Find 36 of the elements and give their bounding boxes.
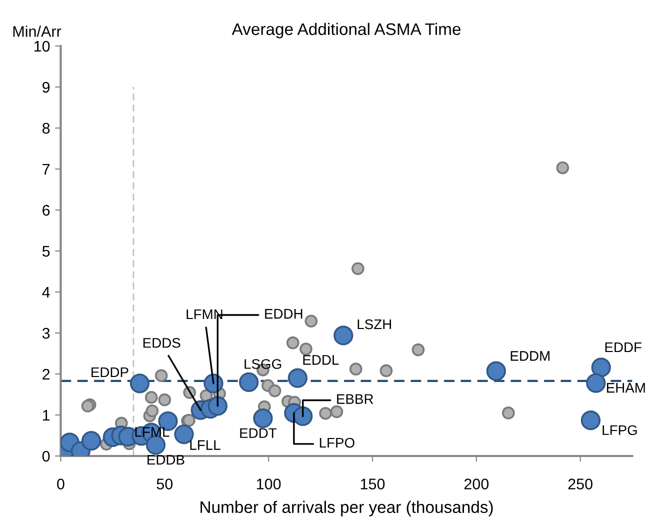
annotation: LFPO xyxy=(320,438,354,448)
annotation: LSZH xyxy=(358,319,391,330)
y-tick-label: 10 xyxy=(34,40,50,52)
annotation: LFMN xyxy=(186,309,222,320)
y-tick-label: 5 xyxy=(42,246,50,257)
y-axis-title: Min/Arr xyxy=(13,26,62,37)
annotation: EDDS xyxy=(143,338,180,348)
y-tick-label: 7 xyxy=(42,164,50,175)
x-tick-label: 100 xyxy=(256,478,281,490)
annotation: EDDT xyxy=(240,428,277,438)
annotation: EHAM xyxy=(606,383,645,393)
x-tick-label: 0 xyxy=(57,478,64,490)
x-tick-label: 250 xyxy=(568,478,592,490)
chart-title: Average Additional ASMA Time xyxy=(232,22,461,38)
y-tick-label: 6 xyxy=(42,204,50,216)
y-tick-label: 1 xyxy=(42,410,50,421)
y-tick-label: 0 xyxy=(42,450,50,462)
annotation: EBBR xyxy=(337,394,374,404)
x-tick-label: 50 xyxy=(156,478,173,490)
annotation: EDDH xyxy=(265,309,302,319)
annotation: LSGG xyxy=(244,359,282,369)
annotation: EDDB xyxy=(148,454,184,465)
annotation: EDDM xyxy=(510,351,550,361)
y-tick-label: 9 xyxy=(42,82,50,93)
annotation: LFLL xyxy=(190,440,220,450)
y-tick-label: 4 xyxy=(42,287,50,298)
y-tick-label: 3 xyxy=(42,328,50,339)
x-tick-label: 200 xyxy=(464,478,489,490)
y-tick-label: 8 xyxy=(42,122,50,134)
annotation: EDDL xyxy=(303,355,339,365)
annotation: EDDP xyxy=(92,367,128,378)
annotation: EDDF xyxy=(605,342,642,352)
x-tick-label: 150 xyxy=(360,478,385,490)
x-axis-title: Number of arrivals per year (thousands) xyxy=(200,500,493,516)
y-tick-label: 2 xyxy=(42,368,50,380)
annotation: LFPG xyxy=(602,425,637,436)
